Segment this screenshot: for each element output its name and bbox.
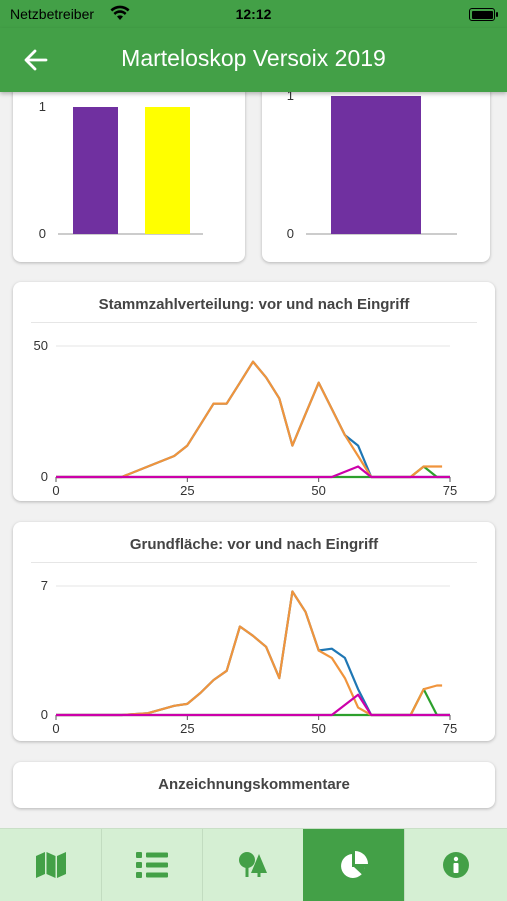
map-icon [35, 852, 66, 878]
series-line-3 [56, 360, 443, 479]
x-tick-label: 25 [180, 721, 194, 736]
x-tick-label: 25 [180, 483, 194, 498]
info-icon [442, 852, 469, 878]
status-time: 12:12 [235, 6, 272, 22]
battery-icon [469, 8, 498, 21]
stem-distribution-title: Stammzahlverteilung: vor und nach Eingri… [98, 296, 410, 313]
x-tick-label: 50 [311, 721, 325, 736]
nav-charts[interactable] [303, 829, 405, 901]
x-tick-label: 75 [443, 721, 457, 736]
y-tick-label: 7 [41, 578, 48, 593]
app-bar: Marteloskop Versoix 2019 [0, 28, 507, 92]
bar-chart-left: 01 [39, 99, 203, 241]
series-line-2 [56, 465, 450, 479]
nav-info[interactable] [404, 829, 507, 901]
basal-area-chart: 0 7 0 25 50 75 [41, 578, 457, 736]
y-tick-label: 0 [41, 469, 48, 484]
x-tick-label: 0 [52, 483, 59, 498]
bar [73, 107, 118, 234]
stem-distribution-card: Stammzahlverteilung: vor und nach Eingri… [13, 282, 495, 501]
comments-card[interactable]: Anzeichnungskommentare [13, 762, 495, 808]
pie-chart-icon [340, 851, 368, 878]
series-line-2 [56, 688, 450, 717]
series-line-4 [56, 465, 450, 479]
y-tick-label: 0 [41, 707, 48, 722]
page-title: Marteloskop Versoix 2019 [121, 45, 386, 71]
bottom-navigation [0, 828, 507, 901]
series-line-1 [56, 360, 450, 479]
list-icon [135, 852, 168, 878]
bar [331, 96, 421, 234]
card-divider [31, 322, 477, 323]
y-tick-label: 0 [39, 226, 46, 241]
bar [145, 107, 190, 234]
x-tick-label: 75 [443, 483, 457, 498]
status-bar: Netzbetreiber 12:12 [0, 0, 507, 28]
card-divider [31, 562, 477, 563]
wifi-icon [110, 5, 130, 20]
bar-chart-right: 01 [287, 92, 457, 241]
x-tick-label: 0 [52, 721, 59, 736]
comments-title: Anzeichnungskommentare [158, 776, 350, 793]
basal-area-card: Grundfläche: vor und nach Eingriff 0 7 0 25… [13, 522, 495, 741]
y-tick-label: 0 [287, 226, 294, 241]
series-line-4 [56, 693, 450, 717]
series-line-1 [56, 590, 450, 717]
series-line-3 [56, 590, 443, 717]
arrow-left-icon[interactable] [22, 46, 50, 74]
stem-distribution-chart: 0 50 0 25 50 75 [34, 338, 458, 498]
nav-trees[interactable] [202, 829, 304, 901]
nav-list[interactable] [101, 829, 203, 901]
trees-icon [238, 852, 267, 877]
x-tick-label: 50 [311, 483, 325, 498]
y-tick-label: 1 [39, 99, 46, 114]
y-tick-label: 50 [34, 338, 48, 353]
carrier-label: Netzbetreiber [10, 6, 95, 22]
basal-area-title: Grundfläche: vor und nach Eingriff [129, 536, 379, 553]
y-tick-label: 1 [287, 92, 294, 103]
nav-map[interactable] [0, 829, 102, 901]
